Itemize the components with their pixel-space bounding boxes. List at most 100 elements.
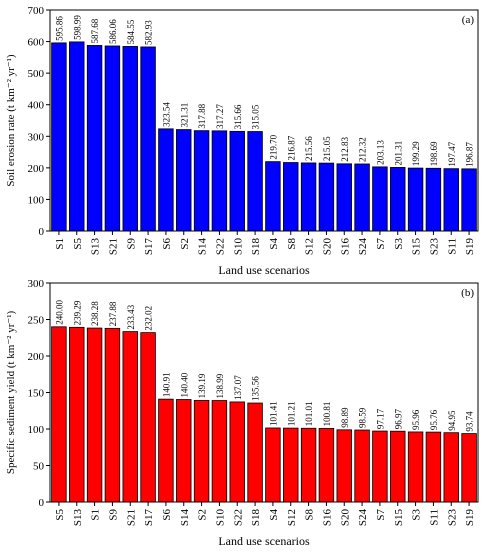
data-label: 135.56 [251,376,261,401]
bar-s22 [211,130,228,232]
data-label: 219.70 [268,134,278,159]
y-tick-label: 200 [28,351,45,363]
data-label: 598.99 [72,15,82,40]
data-label: 199.29 [411,141,421,166]
x-tick-label: S22 [214,238,226,255]
data-label: 315.66 [233,104,243,129]
x-tick-label: S10 [214,509,226,527]
x-tick-label: S9 [107,509,119,521]
x-tick-label: S8 [286,238,298,250]
y-tick-label: 300 [28,131,45,143]
bar-s24 [354,163,370,232]
bar-s8 [300,427,317,503]
x-tick-label: S4 [268,238,280,250]
y-tick-label: 100 [28,194,45,206]
y-tick-label: 500 [28,68,45,80]
bar-s7 [372,430,388,503]
data-label: 96.97 [393,408,403,429]
bar-s1 [51,42,67,232]
x-tick-label: S2 [197,509,209,521]
data-label: 140.40 [179,372,189,397]
x-tick-label: S19 [464,238,476,256]
data-label: 95.96 [411,409,421,430]
bar-s13 [69,326,85,503]
bar-s2 [193,399,210,503]
y-tick-label: 200 [28,163,45,175]
data-label: 101.01 [304,402,314,427]
x-tick-label: S10 [232,238,244,256]
bar-s10 [229,130,245,232]
data-label: 215.05 [322,136,332,161]
data-label: 237.88 [108,301,118,326]
bar-s12 [283,427,299,503]
bar-s21 [122,331,138,503]
x-tick-label: S24 [357,238,369,256]
x-tick-label: S6 [161,509,173,521]
data-label: 323.54 [161,102,171,127]
bar-s21 [104,45,121,232]
data-label: 212.32 [358,137,368,162]
bar-s10 [211,400,228,503]
y-tick-label: 150 [28,388,45,400]
bar-s18 [247,402,263,503]
data-label: 233.43 [126,304,136,329]
x-tick-label: S20 [339,509,351,527]
x-axis-title: Land use scenarios [218,534,310,548]
y-axis-title: Specific sediment yield (t km⁻² yr⁻¹) [5,311,17,475]
x-tick-label: S4 [268,509,280,521]
x-tick-label: S14 [179,509,191,527]
data-label: 101.41 [268,401,278,426]
data-label: 94.95 [447,410,457,431]
bar-s15 [407,167,424,232]
y-tick-label: 700 [28,5,45,17]
data-label: 93.74 [465,411,475,432]
bar-s20 [318,162,335,232]
data-label: 98.59 [358,407,368,428]
data-label: 201.31 [393,141,403,166]
bar-s8 [283,162,299,232]
bar-s18 [247,131,263,232]
bar-s17 [140,46,156,232]
data-label: 203.13 [375,140,385,165]
data-label: 216.87 [286,135,296,160]
bar-s15 [390,430,406,503]
x-tick-label: S24 [357,509,369,527]
data-label: 95.76 [429,409,439,430]
x-tick-label: S12 [286,509,298,526]
bar-s2 [176,129,192,232]
bar-s4 [265,427,281,503]
x-tick-label: S14 [197,238,209,256]
bar-s17 [140,332,156,503]
data-label: 238.28 [90,301,100,326]
x-tick-label: S16 [339,238,351,256]
x-tick-label: S18 [250,238,262,256]
data-label: 315.05 [251,104,261,129]
x-tick-label: S6 [161,238,173,250]
x-tick-label: S7 [375,238,387,250]
panel-label: (b) [461,287,474,299]
data-label: 138.99 [215,373,225,398]
x-axis-title: Land use scenarios [218,263,310,277]
bar-s11 [425,431,442,503]
data-label: 240.00 [54,300,64,325]
bar-s9 [122,46,138,232]
y-tick-label: 600 [28,37,45,49]
bar-s19 [461,433,477,503]
bar-s1 [86,327,103,503]
y-tick-label: 250 [28,315,45,327]
bar-s11 [443,168,459,232]
x-tick-label: S1 [54,238,66,250]
x-tick-label: S23 [428,238,440,256]
bar-s6 [158,128,174,232]
x-tick-label: S5 [54,509,66,521]
bar-s23 [425,167,442,232]
y-tick-label: 100 [28,424,45,436]
x-tick-label: S22 [232,509,244,526]
bar-s3 [407,431,424,503]
bar-s14 [176,399,192,503]
data-label: 97.17 [375,408,385,429]
x-tick-label: S17 [143,238,155,256]
data-label: 197.47 [447,141,457,166]
